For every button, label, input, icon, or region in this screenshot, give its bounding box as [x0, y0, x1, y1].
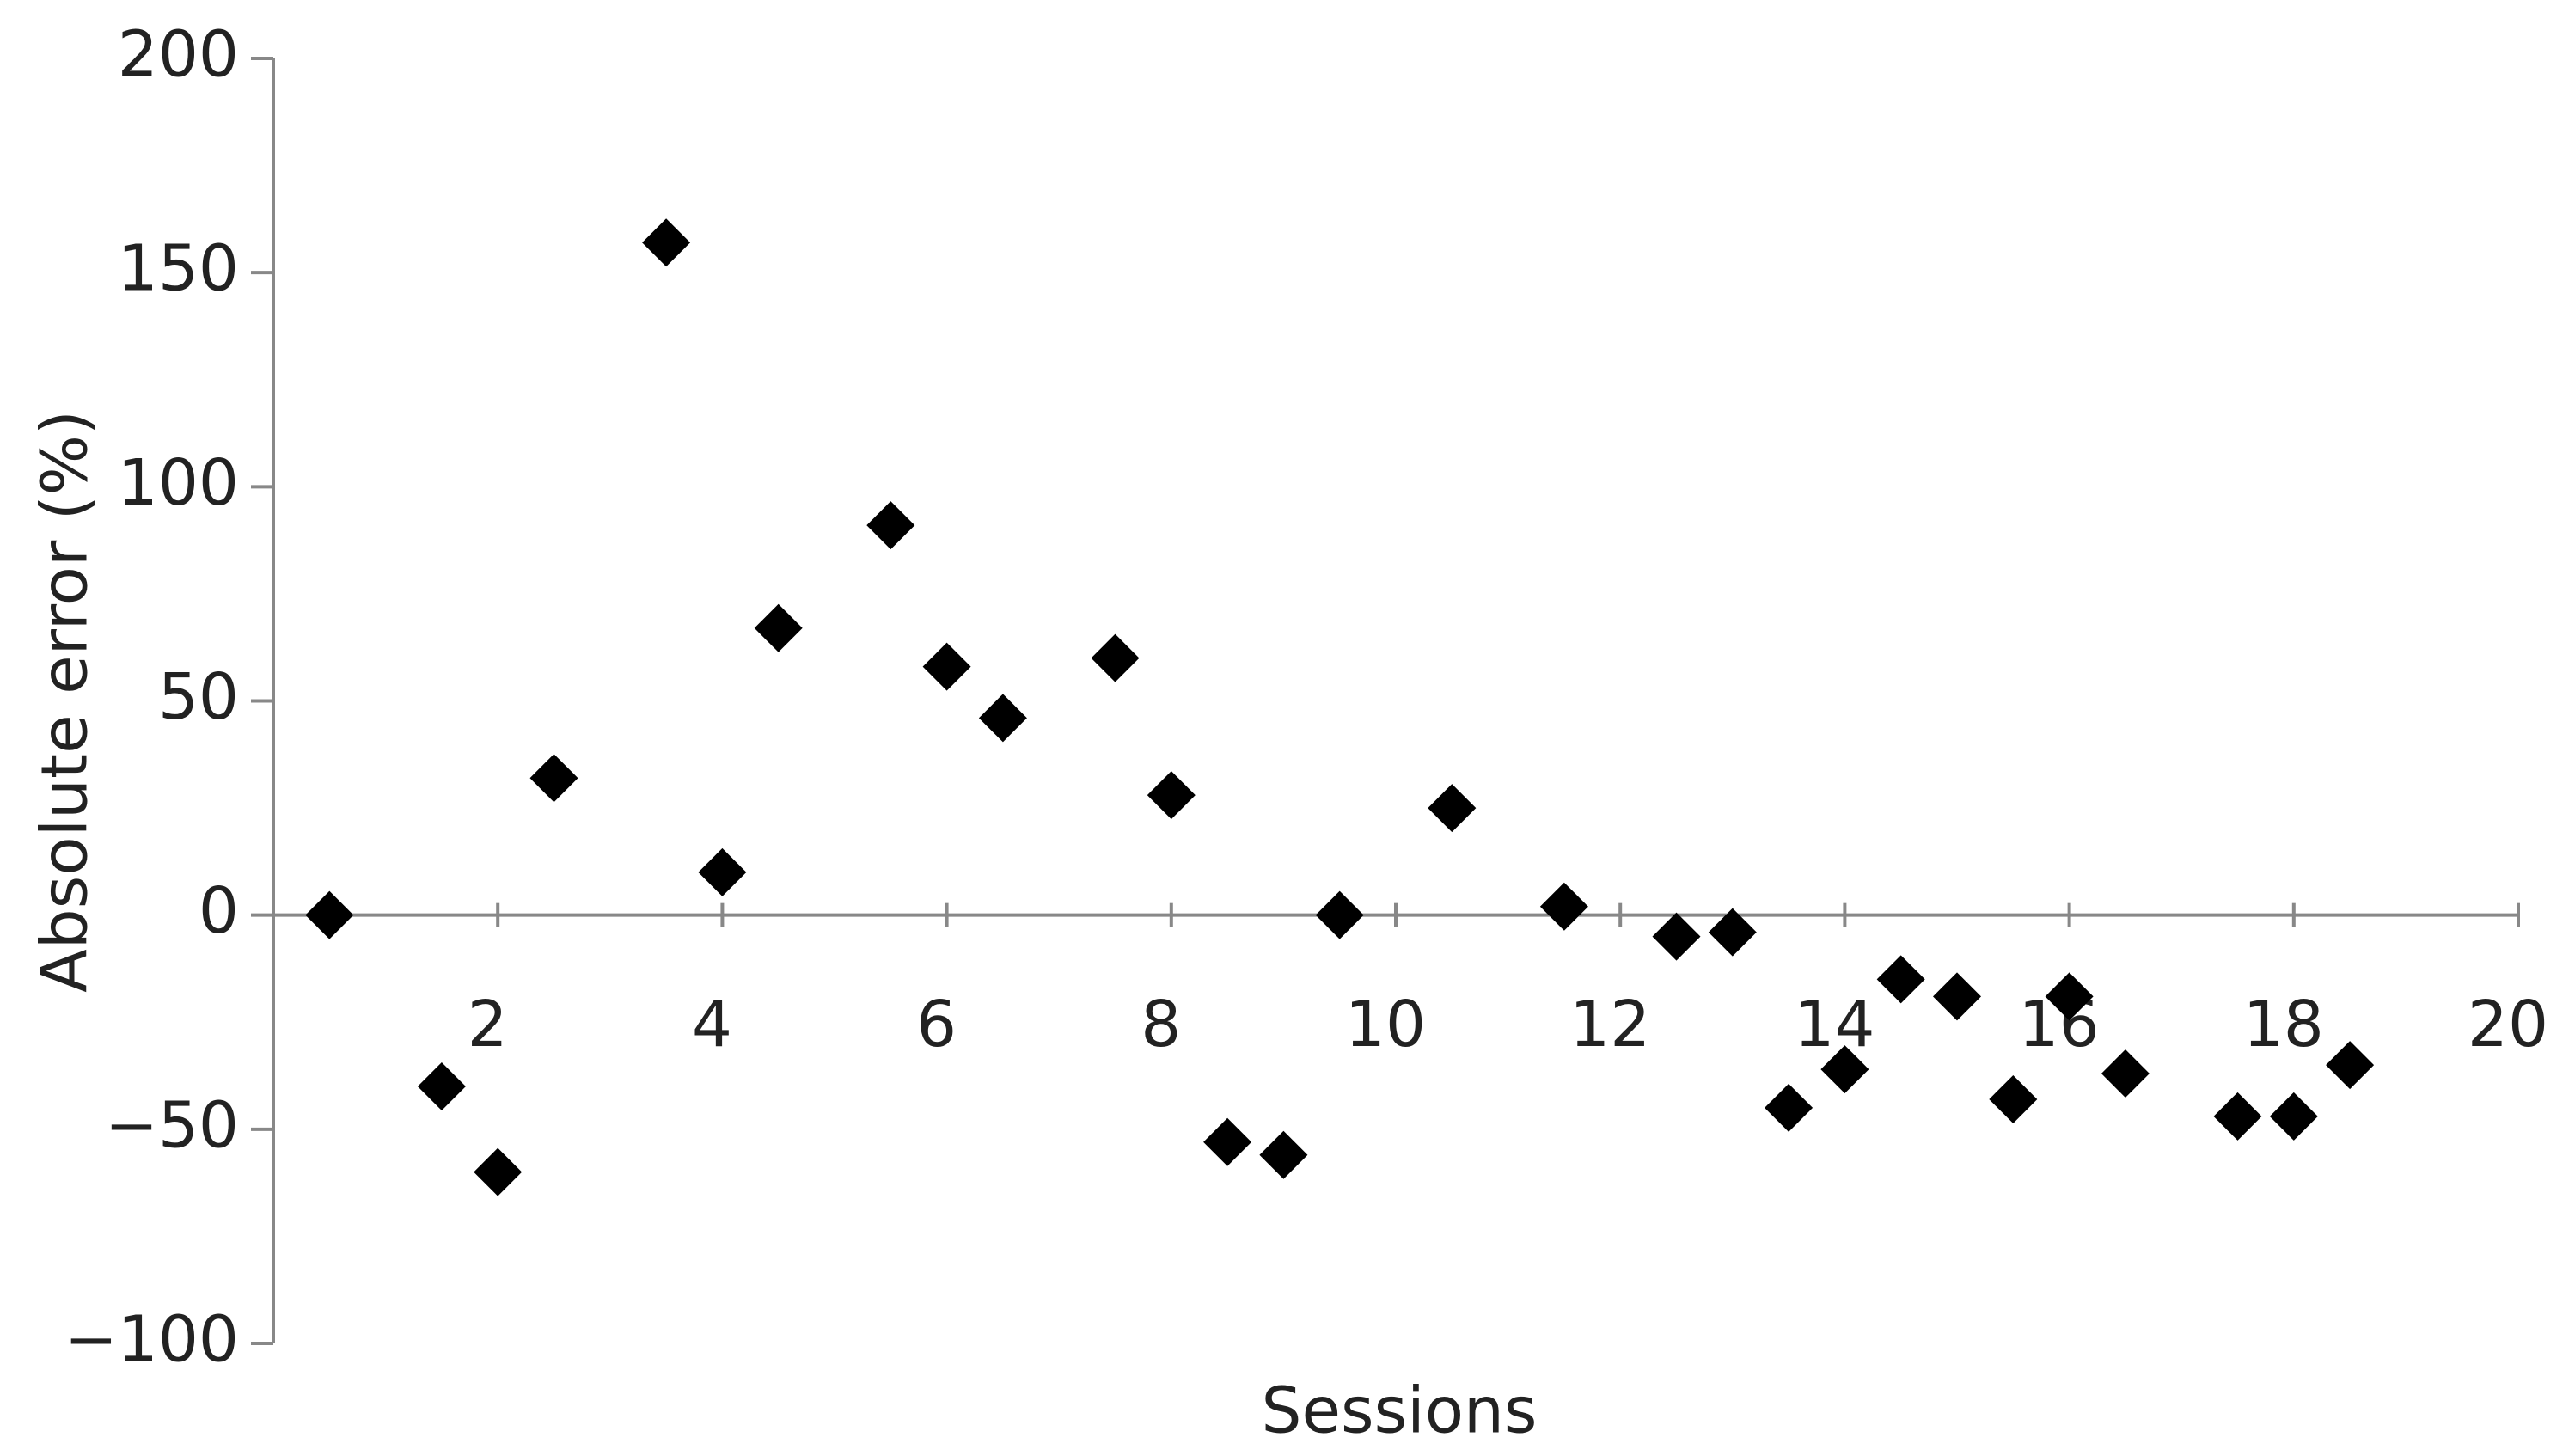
x-axis-title: Sessions [1262, 1374, 1538, 1448]
point [1876, 955, 1925, 1004]
x-tick-label: 8 [1141, 988, 1181, 1061]
y-tick-label: −50 [105, 1088, 239, 1162]
point [305, 890, 354, 939]
point [474, 1147, 523, 1196]
point [2101, 1049, 2150, 1098]
x-tick-label: 20 [2468, 988, 2548, 1061]
point [1652, 912, 1701, 961]
x-tick-label: 4 [692, 988, 732, 1061]
point [2213, 1092, 2262, 1141]
point [922, 642, 971, 691]
point [2045, 972, 2094, 1021]
x-tick-label: 12 [1569, 988, 1650, 1061]
point [978, 694, 1027, 743]
point [1091, 633, 1140, 682]
point [1315, 890, 1364, 939]
y-tick-label: 100 [118, 446, 239, 520]
y-tick-label: 0 [199, 874, 239, 948]
y-tick-label: 50 [158, 660, 239, 734]
point [1765, 1083, 1814, 1132]
x-tick-label: 14 [1794, 988, 1875, 1061]
point [866, 501, 915, 550]
point [1203, 1117, 1252, 1166]
point [1147, 771, 1196, 820]
x-tick-label: 18 [2243, 988, 2324, 1061]
point [417, 1062, 466, 1110]
point [698, 847, 747, 896]
point [1428, 784, 1477, 833]
point [642, 218, 691, 267]
point [2269, 1092, 2318, 1141]
y-tick-label: 150 [118, 232, 239, 306]
point [1989, 1074, 2038, 1123]
point [529, 754, 578, 803]
point [1259, 1130, 1308, 1179]
x-tick-label: 6 [916, 988, 957, 1061]
point [1933, 972, 1981, 1021]
point [2326, 1041, 2375, 1090]
point [754, 603, 803, 652]
point [1539, 882, 1588, 931]
y-axis-title: Absolute error (%) [28, 410, 102, 993]
x-tick-label: 10 [1345, 988, 1426, 1061]
x-tick-label: 2 [468, 988, 508, 1061]
y-tick-label: 200 [118, 18, 239, 92]
y-tick-label: −100 [64, 1303, 239, 1377]
point [1820, 1045, 1869, 1094]
point [1708, 908, 1757, 957]
